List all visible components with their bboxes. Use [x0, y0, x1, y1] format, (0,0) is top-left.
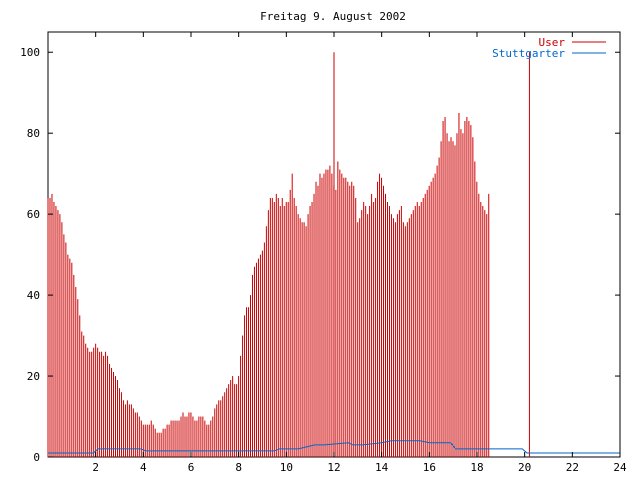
marker-lines — [333, 52, 530, 457]
x-tick-label: 4 — [140, 461, 147, 474]
x-tick-label: 24 — [613, 461, 627, 474]
x-tick-label: 10 — [280, 461, 293, 474]
x-tick-label: 16 — [423, 461, 436, 474]
legend-label-stuttgarter: Stuttgarter — [492, 47, 565, 60]
y-axis: 0 20 40 60 80 100 — [20, 46, 620, 464]
x-tick-label: 18 — [470, 461, 483, 474]
user-series — [47, 112, 490, 457]
x-tick-label: 8 — [235, 461, 242, 474]
stuttgarter-series — [48, 440, 620, 454]
y-tick-label: 100 — [20, 46, 40, 59]
x-axis: 2 4 6 8 10 12 14 16 18 20 22 24 — [92, 32, 627, 474]
y-tick-label: 20 — [27, 370, 40, 383]
y-tick-label: 80 — [27, 127, 40, 140]
y-tick-label: 60 — [27, 208, 40, 221]
legend-label-user: User — [539, 36, 566, 49]
x-tick-label: 6 — [188, 461, 195, 474]
x-tick-label: 2 — [92, 461, 99, 474]
y-tick-label: 0 — [33, 451, 40, 464]
x-tick-label: 22 — [566, 461, 579, 474]
legend: User Stuttgarter — [492, 36, 606, 60]
chart-title: Freitag 9. August 2002 — [260, 10, 406, 23]
x-tick-label: 14 — [375, 461, 389, 474]
y-tick-label: 40 — [27, 289, 40, 302]
x-tick-label: 20 — [518, 461, 531, 474]
x-tick-label: 12 — [327, 461, 340, 474]
